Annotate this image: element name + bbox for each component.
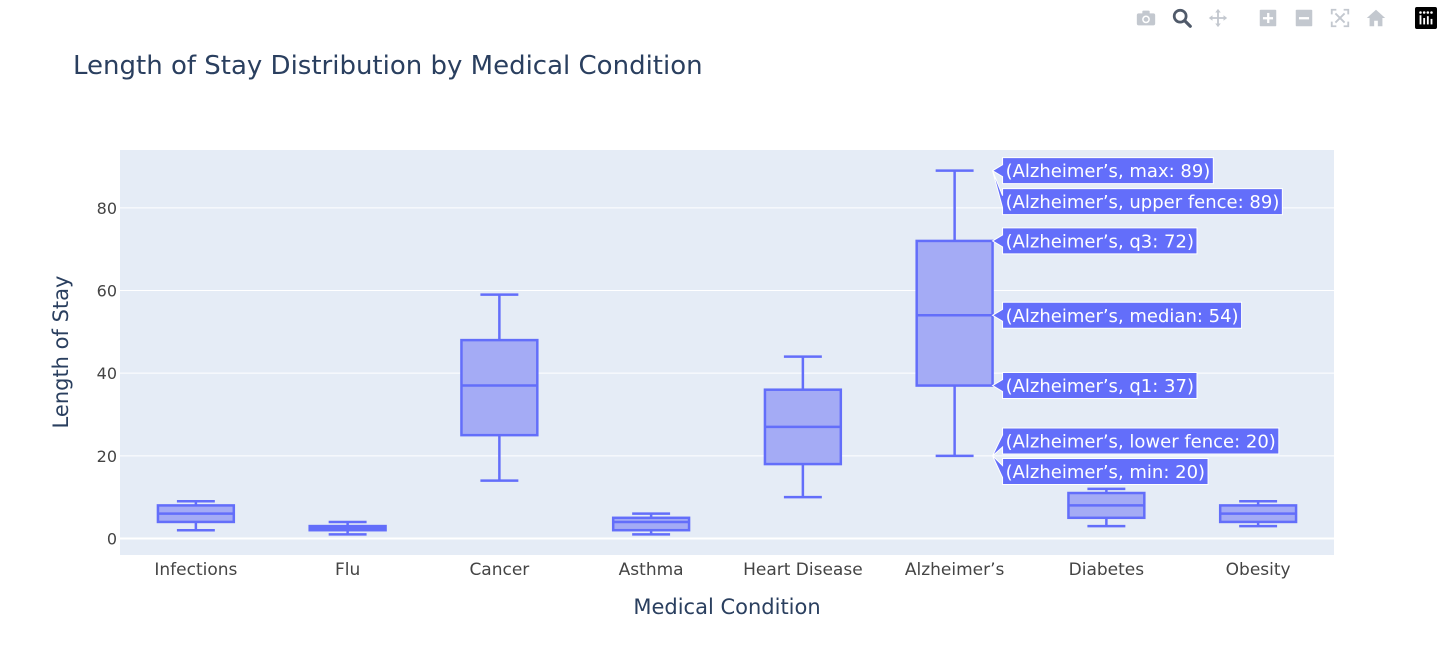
modebar (1128, 4, 1444, 32)
hover-label-text: (Alzheimer’s, lower fence: 20) (1006, 431, 1276, 452)
zoom-out-icon[interactable] (1291, 5, 1317, 31)
boxes (156, 169, 1298, 536)
x-tick-label: Alzheimer’s (905, 560, 1005, 580)
hover-label: (Alzheimer’s, lower fence: 20) (992, 427, 1280, 457)
hover-label-bg (991, 301, 1243, 329)
hover-label-text: (Alzheimer’s, q1: 37) (1006, 376, 1194, 397)
zoom-icon[interactable] (1169, 5, 1195, 31)
x-tick-label: Diabetes (1069, 560, 1145, 580)
y-tick-label: 0 (107, 529, 117, 548)
x-axis-title: Medical Condition (633, 595, 820, 619)
box-cancer[interactable] (460, 293, 539, 482)
box-infections[interactable] (156, 500, 236, 532)
autoscale-icon[interactable] (1327, 5, 1353, 31)
hover-label-text: (Alzheimer’s, median: 54) (1006, 306, 1239, 327)
home-icon[interactable] (1363, 5, 1389, 31)
hover-label-bg (991, 372, 1198, 400)
y-axis-ticks: 0 20 40 60 80 (97, 199, 117, 549)
box-asthma[interactable] (611, 512, 691, 536)
chart-title: Length of Stay Distribution by Medical C… (73, 51, 703, 81)
plot-area[interactable] (120, 150, 1334, 555)
x-tick-label: Cancer (469, 560, 529, 580)
hover-label-text: (Alzheimer’s, max: 89) (1006, 161, 1211, 182)
plotly-logo-icon[interactable] (1413, 5, 1439, 31)
hover-label: (Alzheimer’s, max: 89) (991, 157, 1214, 185)
iqr-box (460, 338, 539, 437)
box-obesity[interactable] (1218, 500, 1298, 528)
hover-label-text: (Alzheimer’s, q3: 72) (1006, 231, 1194, 252)
x-tick-label: Heart Disease (743, 560, 863, 580)
box-flu[interactable] (308, 520, 387, 536)
x-tick-label: Infections (154, 560, 237, 580)
hover-label: (Alzheimer’s, upper fence: 89) (992, 170, 1283, 216)
hover-label-text: (Alzheimer’s, min: 20) (1006, 462, 1205, 483)
hover-label: (Alzheimer’s, min: 20) (992, 455, 1209, 486)
x-tick-label: Flu (335, 560, 360, 580)
hover-label-bg (992, 427, 1280, 457)
hover-label: (Alzheimer’s, median: 54) (991, 301, 1243, 329)
hover-label-bg (991, 227, 1198, 255)
camera-icon[interactable] (1133, 5, 1159, 31)
y-tick-label: 80 (97, 199, 117, 218)
y-tick-label: 20 (97, 447, 117, 466)
hover-labels: (Alzheimer’s, max: 89) (Alzheimer’s, uppe… (991, 157, 1283, 486)
iqr-box (915, 239, 994, 387)
box-heart-disease[interactable] (763, 355, 843, 499)
box-alzheimer-s[interactable] (915, 169, 994, 458)
iqr-box (611, 516, 691, 532)
y-axis-title: Length of Stay (49, 276, 73, 429)
hover-label-bg (992, 170, 1283, 216)
y-tick-label: 60 (97, 282, 117, 301)
pan-icon[interactable] (1205, 5, 1231, 31)
hover-label-text: (Alzheimer’s, upper fence: 89) (1006, 192, 1280, 213)
y-tick-label: 40 (97, 364, 117, 383)
box-diabetes[interactable] (1067, 487, 1146, 528)
hover-label-bg (992, 455, 1209, 486)
x-tick-label: Asthma (619, 560, 684, 580)
zoom-in-icon[interactable] (1255, 5, 1281, 31)
hover-label-bg (991, 157, 1214, 185)
x-axis-ticks: Infections Flu Cancer Asthma Heart Disease Al… (154, 560, 1290, 580)
x-tick-label: Obesity (1226, 560, 1291, 580)
hover-label: (Alzheimer’s, q1: 37) (991, 372, 1198, 400)
hover-label: (Alzheimer’s, q3: 72) (991, 227, 1198, 255)
